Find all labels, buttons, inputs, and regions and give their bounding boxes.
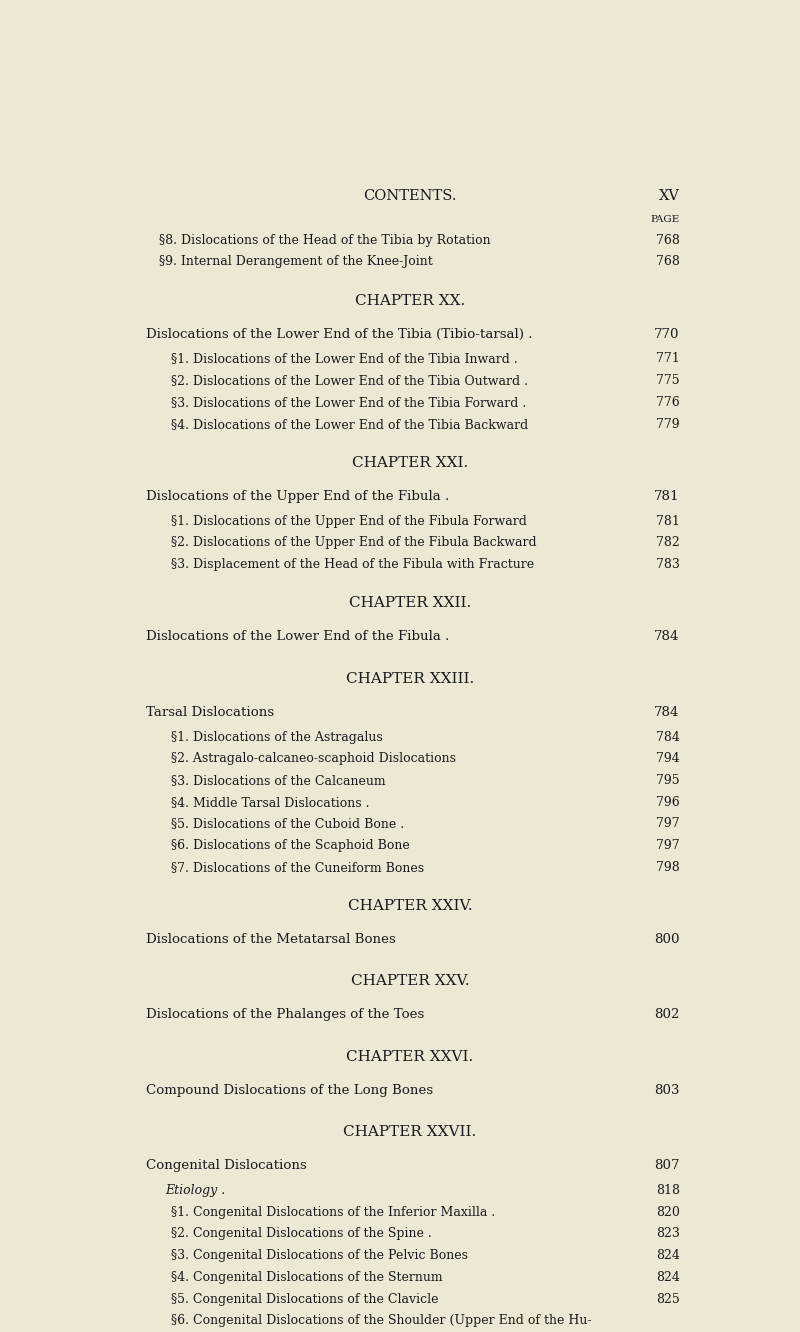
Text: Dislocations of the Lower End of the Fibula .: Dislocations of the Lower End of the Fib… bbox=[146, 630, 450, 643]
Text: §1. Dislocations of the Upper End of the Fibula Forward: §1. Dislocations of the Upper End of the… bbox=[171, 514, 527, 527]
Text: CHAPTER XXVI.: CHAPTER XXVI. bbox=[346, 1050, 474, 1064]
Text: CONTENTS.: CONTENTS. bbox=[363, 189, 457, 202]
Text: §2. Dislocations of the Lower End of the Tibia Outward .: §2. Dislocations of the Lower End of the… bbox=[171, 374, 528, 388]
Text: 795: 795 bbox=[656, 774, 680, 787]
Text: 771: 771 bbox=[656, 353, 680, 365]
Text: 800: 800 bbox=[654, 934, 680, 946]
Text: CHAPTER XXI.: CHAPTER XXI. bbox=[352, 456, 468, 470]
Text: 796: 796 bbox=[656, 795, 680, 809]
Text: CHAPTER XXII.: CHAPTER XXII. bbox=[349, 597, 471, 610]
Text: §3. Dislocations of the Lower End of the Tibia Forward .: §3. Dislocations of the Lower End of the… bbox=[171, 396, 526, 409]
Text: 797: 797 bbox=[656, 818, 680, 830]
Text: 824: 824 bbox=[656, 1249, 680, 1261]
Text: CHAPTER XXIV.: CHAPTER XXIV. bbox=[348, 899, 472, 914]
Text: §4. Congenital Dislocations of the Sternum: §4. Congenital Dislocations of the Stern… bbox=[171, 1271, 443, 1284]
Text: 779: 779 bbox=[656, 418, 680, 430]
Text: CHAPTER XXV.: CHAPTER XXV. bbox=[350, 975, 470, 988]
Text: 781: 781 bbox=[656, 514, 680, 527]
Text: PAGE: PAGE bbox=[650, 216, 680, 224]
Text: 784: 784 bbox=[656, 730, 680, 743]
Text: CHAPTER XXIII.: CHAPTER XXIII. bbox=[346, 671, 474, 686]
Text: 797: 797 bbox=[656, 839, 680, 852]
Text: Dislocations of the Phalanges of the Toes: Dislocations of the Phalanges of the Toe… bbox=[146, 1008, 425, 1022]
Text: Compound Dislocations of the Long Bones: Compound Dislocations of the Long Bones bbox=[146, 1084, 434, 1096]
Text: XV: XV bbox=[658, 189, 680, 202]
Text: 807: 807 bbox=[654, 1159, 680, 1172]
Text: 803: 803 bbox=[654, 1084, 680, 1096]
Text: 798: 798 bbox=[656, 860, 680, 874]
Text: Dislocations of the Upper End of the Fibula .: Dislocations of the Upper End of the Fib… bbox=[146, 490, 450, 503]
Text: 781: 781 bbox=[654, 490, 680, 503]
Text: §1. Dislocations of the Astragalus: §1. Dislocations of the Astragalus bbox=[171, 730, 383, 743]
Text: 782: 782 bbox=[656, 537, 680, 550]
Text: §2. Dislocations of the Upper End of the Fibula Backward: §2. Dislocations of the Upper End of the… bbox=[171, 537, 537, 550]
Text: 823: 823 bbox=[656, 1227, 680, 1240]
Text: §3. Congenital Dislocations of the Pelvic Bones: §3. Congenital Dislocations of the Pelvi… bbox=[171, 1249, 468, 1261]
Text: 768: 768 bbox=[656, 256, 680, 269]
Text: 802: 802 bbox=[654, 1008, 680, 1022]
Text: §6. Dislocations of the Scaphoid Bone: §6. Dislocations of the Scaphoid Bone bbox=[171, 839, 410, 852]
Text: §9. Internal Derangement of the Knee-Joint: §9. Internal Derangement of the Knee-Joi… bbox=[159, 256, 433, 269]
Text: 768: 768 bbox=[656, 233, 680, 246]
Text: 794: 794 bbox=[656, 753, 680, 766]
Text: §4. Dislocations of the Lower End of the Tibia Backward: §4. Dislocations of the Lower End of the… bbox=[171, 418, 529, 430]
Text: §1. Dislocations of the Lower End of the Tibia Inward .: §1. Dislocations of the Lower End of the… bbox=[171, 353, 518, 365]
Text: §3. Displacement of the Head of the Fibula with Fracture: §3. Displacement of the Head of the Fibu… bbox=[171, 558, 534, 571]
Text: 784: 784 bbox=[654, 706, 680, 719]
Text: §6. Congenital Dislocations of the Shoulder (Upper End of the Hu-: §6. Congenital Dislocations of the Shoul… bbox=[171, 1315, 592, 1327]
Text: CHAPTER XX.: CHAPTER XX. bbox=[355, 293, 465, 308]
Text: §2. Astragalo-calcaneo-scaphoid Dislocations: §2. Astragalo-calcaneo-scaphoid Dislocat… bbox=[171, 753, 456, 766]
Text: §1. Congenital Dislocations of the Inferior Maxilla .: §1. Congenital Dislocations of the Infer… bbox=[171, 1205, 495, 1219]
Text: 776: 776 bbox=[656, 396, 680, 409]
Text: 818: 818 bbox=[656, 1184, 680, 1197]
Text: Etiology .: Etiology . bbox=[165, 1184, 226, 1197]
Text: 783: 783 bbox=[656, 558, 680, 571]
Text: §3. Dislocations of the Calcaneum: §3. Dislocations of the Calcaneum bbox=[171, 774, 386, 787]
Text: Dislocations of the Metatarsal Bones: Dislocations of the Metatarsal Bones bbox=[146, 934, 396, 946]
Text: §2. Congenital Dislocations of the Spine .: §2. Congenital Dislocations of the Spine… bbox=[171, 1227, 432, 1240]
Text: 824: 824 bbox=[656, 1271, 680, 1284]
Text: 784: 784 bbox=[654, 630, 680, 643]
Text: §5. Dislocations of the Cuboid Bone .: §5. Dislocations of the Cuboid Bone . bbox=[171, 818, 405, 830]
Text: §7. Dislocations of the Cuneiform Bones: §7. Dislocations of the Cuneiform Bones bbox=[171, 860, 425, 874]
Text: 775: 775 bbox=[656, 374, 680, 388]
Text: §8. Dislocations of the Head of the Tibia by Rotation: §8. Dislocations of the Head of the Tibi… bbox=[159, 233, 490, 246]
Text: Dislocations of the Lower End of the Tibia (Tibio-tarsal) .: Dislocations of the Lower End of the Tib… bbox=[146, 328, 533, 341]
Text: Tarsal Dislocations: Tarsal Dislocations bbox=[146, 706, 274, 719]
Text: 820: 820 bbox=[656, 1205, 680, 1219]
Text: Congenital Dislocations: Congenital Dislocations bbox=[146, 1159, 307, 1172]
Text: CHAPTER XXVII.: CHAPTER XXVII. bbox=[343, 1126, 477, 1139]
Text: §4. Middle Tarsal Dislocations .: §4. Middle Tarsal Dislocations . bbox=[171, 795, 370, 809]
Text: 825: 825 bbox=[656, 1292, 680, 1305]
Text: 770: 770 bbox=[654, 328, 680, 341]
Text: §5. Congenital Dislocations of the Clavicle: §5. Congenital Dislocations of the Clavi… bbox=[171, 1292, 438, 1305]
